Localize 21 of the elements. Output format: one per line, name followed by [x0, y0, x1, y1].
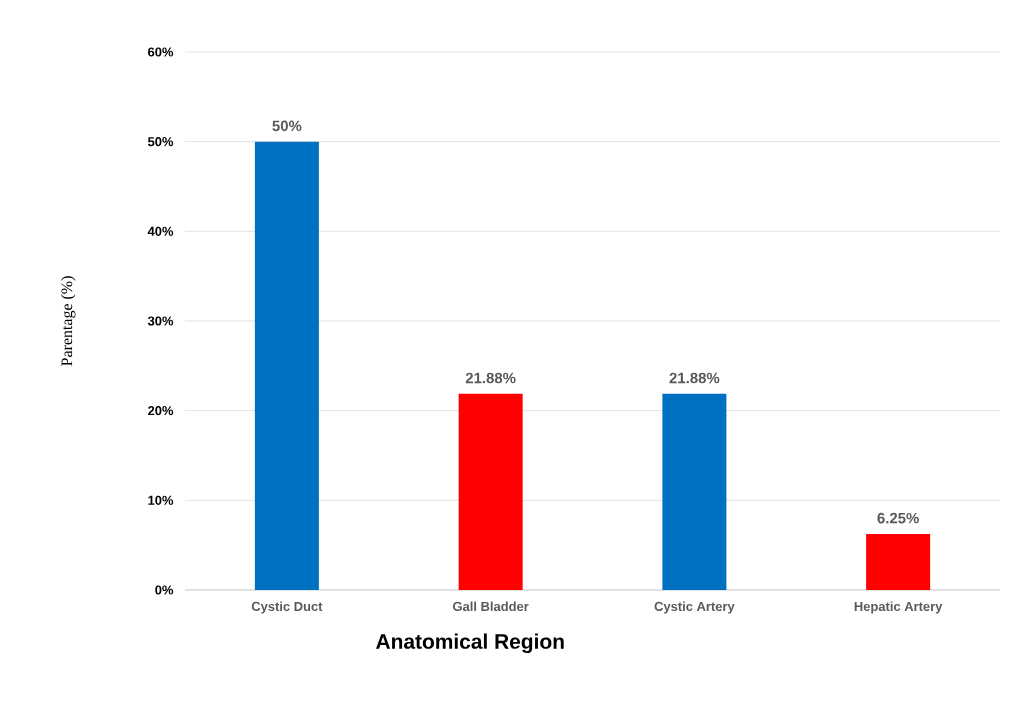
- y-tick-label: 10%: [148, 495, 174, 505]
- x-axis-title: Anatomical Region: [376, 633, 564, 654]
- x-tick-label: Cystic Artery: [654, 601, 735, 614]
- y-axis-title: Parentage (%): [60, 276, 76, 366]
- bar: [662, 393, 727, 590]
- y-tick-label: 40%: [147, 226, 174, 236]
- data-label: 6.25%: [877, 512, 919, 524]
- x-tick-label: Hepatic Artery: [854, 601, 943, 614]
- y-tick-label: 0%: [155, 585, 174, 595]
- x-tick-label: Gall Bladder: [453, 601, 529, 612]
- y-tick-label: 20%: [148, 406, 174, 416]
- data-label: 21.88%: [669, 372, 720, 384]
- data-label: 50%: [272, 120, 302, 132]
- bar: [254, 141, 319, 590]
- y-tick-label: 60%: [148, 47, 174, 57]
- bar: [866, 533, 931, 590]
- y-tick-label: 30%: [147, 316, 174, 326]
- data-label: 21.88%: [465, 372, 516, 384]
- x-tick-label: Cystic Duct: [251, 601, 323, 614]
- bar: [458, 393, 523, 590]
- y-tick-label: 50%: [147, 137, 174, 147]
